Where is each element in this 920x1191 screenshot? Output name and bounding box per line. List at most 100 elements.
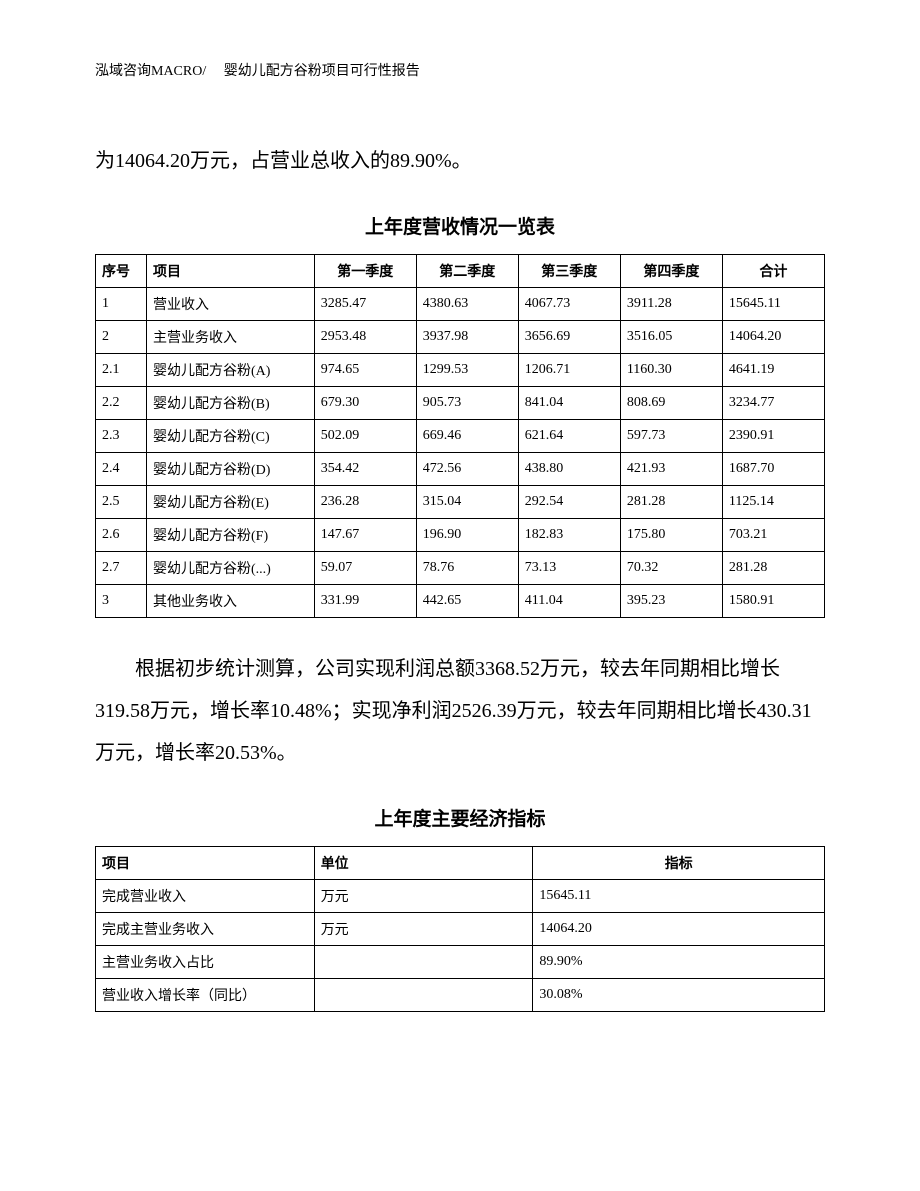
table-row: 2.7婴幼儿配方谷粉(...)59.0778.7673.1370.32281.2…	[96, 552, 825, 585]
table-cell: 2953.48	[314, 321, 416, 354]
table-cell: 婴幼儿配方谷粉(C)	[147, 420, 315, 453]
table-cell: 3911.28	[620, 288, 722, 321]
table-cell: 14064.20	[533, 913, 825, 946]
col-q4: 第四季度	[620, 255, 722, 288]
table-cell: 4380.63	[416, 288, 518, 321]
table-cell: 2.7	[96, 552, 147, 585]
col-item: 项目	[96, 847, 315, 880]
table-cell: 411.04	[518, 585, 620, 618]
table-row: 2.3婴幼儿配方谷粉(C)502.09669.46621.64597.73239…	[96, 420, 825, 453]
table-cell: 421.93	[620, 453, 722, 486]
table-cell: 完成营业收入	[96, 880, 315, 913]
intro-paragraph: 为14064.20万元，占营业总收入的89.90%。	[95, 140, 825, 182]
table-cell	[314, 946, 533, 979]
table-cell: 婴幼儿配方谷粉(D)	[147, 453, 315, 486]
table-cell: 703.21	[722, 519, 824, 552]
table-cell: 70.32	[620, 552, 722, 585]
table-cell: 78.76	[416, 552, 518, 585]
table-cell: 354.42	[314, 453, 416, 486]
table-cell: 营业收入增长率（同比）	[96, 979, 315, 1012]
table-cell: 905.73	[416, 387, 518, 420]
table-cell: 395.23	[620, 585, 722, 618]
table-cell: 婴幼儿配方谷粉(A)	[147, 354, 315, 387]
table-cell: 808.69	[620, 387, 722, 420]
table-cell: 841.04	[518, 387, 620, 420]
table-cell: 73.13	[518, 552, 620, 585]
table-cell: 147.67	[314, 519, 416, 552]
indicators-table: 项目 单位 指标 完成营业收入万元15645.11完成主营业务收入万元14064…	[95, 846, 825, 1012]
table-cell: 2.4	[96, 453, 147, 486]
table-cell: 281.28	[620, 486, 722, 519]
table-cell: 472.56	[416, 453, 518, 486]
table-cell: 292.54	[518, 486, 620, 519]
mid-paragraph: 根据初步统计测算，公司实现利润总额3368.52万元，较去年同期相比增长319.…	[95, 648, 825, 774]
table-cell: 15645.11	[722, 288, 824, 321]
table-cell: 2.5	[96, 486, 147, 519]
table-cell: 442.65	[416, 585, 518, 618]
revenue-table: 序号 项目 第一季度 第二季度 第三季度 第四季度 合计 1营业收入3285.4…	[95, 254, 825, 618]
table-header-row: 序号 项目 第一季度 第二季度 第三季度 第四季度 合计	[96, 255, 825, 288]
table-row: 完成主营业务收入万元14064.20	[96, 913, 825, 946]
table-cell: 331.99	[314, 585, 416, 618]
table-cell: 669.46	[416, 420, 518, 453]
table-cell: 679.30	[314, 387, 416, 420]
table-cell: 597.73	[620, 420, 722, 453]
table-cell: 1206.71	[518, 354, 620, 387]
table-cell: 2	[96, 321, 147, 354]
col-q2: 第二季度	[416, 255, 518, 288]
table-row: 主营业务收入占比89.90%	[96, 946, 825, 979]
table-cell: 15645.11	[533, 880, 825, 913]
table-row: 2.5婴幼儿配方谷粉(E)236.28315.04292.54281.28112…	[96, 486, 825, 519]
table-cell: 59.07	[314, 552, 416, 585]
table-cell: 14064.20	[722, 321, 824, 354]
table-cell	[314, 979, 533, 1012]
table-cell: 婴幼儿配方谷粉(...)	[147, 552, 315, 585]
table-cell: 196.90	[416, 519, 518, 552]
table-cell: 1125.14	[722, 486, 824, 519]
table2-body: 完成营业收入万元15645.11完成主营业务收入万元14064.20主营业务收入…	[96, 880, 825, 1012]
table-row: 2.4婴幼儿配方谷粉(D)354.42472.56438.80421.93168…	[96, 453, 825, 486]
table-cell: 281.28	[722, 552, 824, 585]
table-cell: 2.2	[96, 387, 147, 420]
table-cell: 2.3	[96, 420, 147, 453]
table-cell: 婴幼儿配方谷粉(B)	[147, 387, 315, 420]
table-cell: 438.80	[518, 453, 620, 486]
table-cell: 1160.30	[620, 354, 722, 387]
table-cell: 1687.70	[722, 453, 824, 486]
table-cell: 2390.91	[722, 420, 824, 453]
table-row: 2.1婴幼儿配方谷粉(A)974.651299.531206.711160.30…	[96, 354, 825, 387]
col-q1: 第一季度	[314, 255, 416, 288]
table-row: 完成营业收入万元15645.11	[96, 880, 825, 913]
table-cell: 1580.91	[722, 585, 824, 618]
col-indicator: 指标	[533, 847, 825, 880]
table-cell: 3	[96, 585, 147, 618]
table-cell: 婴幼儿配方谷粉(E)	[147, 486, 315, 519]
table-cell: 完成主营业务收入	[96, 913, 315, 946]
table-cell: 502.09	[314, 420, 416, 453]
table2-title: 上年度主要经济指标	[95, 804, 825, 831]
table-cell: 3656.69	[518, 321, 620, 354]
table1-body: 1营业收入3285.474380.634067.733911.2815645.1…	[96, 288, 825, 618]
table-cell: 1299.53	[416, 354, 518, 387]
table-row: 1营业收入3285.474380.634067.733911.2815645.1…	[96, 288, 825, 321]
table-header-row: 项目 单位 指标	[96, 847, 825, 880]
col-unit: 单位	[314, 847, 533, 880]
col-item: 项目	[147, 255, 315, 288]
table-cell: 3285.47	[314, 288, 416, 321]
table-row: 3其他业务收入331.99442.65411.04395.231580.91	[96, 585, 825, 618]
table1-title: 上年度营收情况一览表	[95, 212, 825, 239]
table-cell: 万元	[314, 913, 533, 946]
table-cell: 30.08%	[533, 979, 825, 1012]
table-cell: 236.28	[314, 486, 416, 519]
table-cell: 主营业务收入	[147, 321, 315, 354]
table-row: 2主营业务收入2953.483937.983656.693516.0514064…	[96, 321, 825, 354]
table-cell: 婴幼儿配方谷粉(F)	[147, 519, 315, 552]
table-cell: 4067.73	[518, 288, 620, 321]
table-cell: 主营业务收入占比	[96, 946, 315, 979]
table-row: 2.6婴幼儿配方谷粉(F)147.67196.90182.83175.80703…	[96, 519, 825, 552]
table-cell: 2.1	[96, 354, 147, 387]
table-cell: 974.65	[314, 354, 416, 387]
table-row: 2.2婴幼儿配方谷粉(B)679.30905.73841.04808.69323…	[96, 387, 825, 420]
page-header: 泓域咨询MACRO/ 婴幼儿配方谷粉项目可行性报告	[95, 60, 825, 80]
table-cell: 3516.05	[620, 321, 722, 354]
